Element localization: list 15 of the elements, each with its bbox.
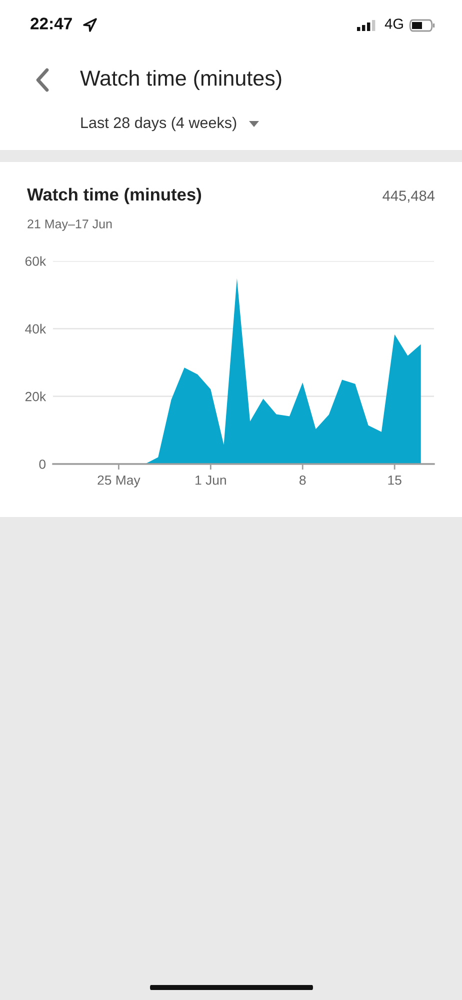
text: 445,484 [382, 190, 435, 203]
y-tick-label: 20k [25, 392, 46, 402]
chart-subtitle: 21 May–17 Jun [28, 220, 112, 231]
text: Watch time (minutes) [80, 70, 282, 90]
x-tick-label: 25 May [98, 475, 140, 488]
text: 4G [384, 18, 403, 29]
chart-title: Watch time (minutes) [27, 188, 202, 204]
text: Last 28 days (4 weeks) [81, 116, 236, 132]
y-tick-label: 40k [25, 324, 46, 334]
x-tick-label: 1 Jun [196, 476, 226, 485]
text: 22:47 [30, 18, 72, 30]
y-tick-label: 60k [25, 256, 46, 266]
x-tick-label: 8 [300, 475, 306, 485]
y-tick-label: 0 [39, 460, 46, 469]
x-tick-label: 15 [388, 476, 402, 485]
